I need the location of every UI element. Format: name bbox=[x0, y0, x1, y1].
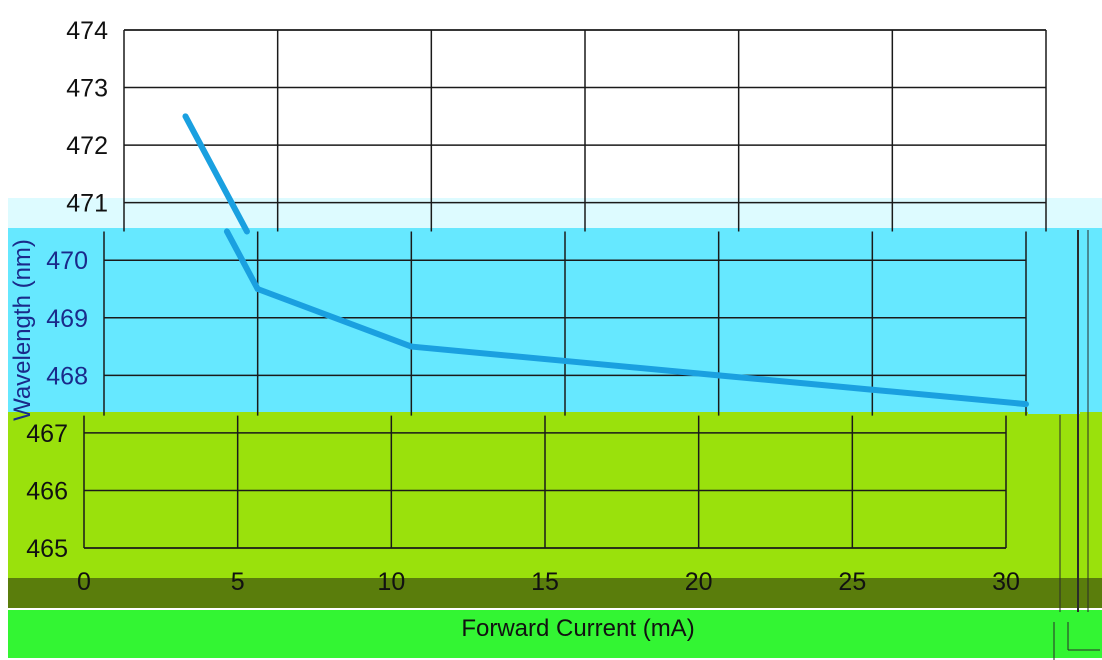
x-tick-label: 15 bbox=[531, 568, 559, 596]
series-line-segment bbox=[562, 357, 722, 379]
y-tick-label: 468 bbox=[46, 362, 88, 390]
y-tick-label: 473 bbox=[66, 75, 108, 103]
background-bands bbox=[8, 198, 1102, 660]
band-green bbox=[8, 610, 1102, 658]
band-right-cyan bbox=[1028, 228, 1080, 414]
x-tick-label: 5 bbox=[231, 568, 245, 596]
x-axis-label: Forward Current (mA) bbox=[461, 615, 694, 642]
series-line-segment bbox=[223, 228, 261, 292]
x-tick-label: 0 bbox=[77, 568, 91, 596]
band-cyan bbox=[8, 228, 1102, 414]
series-layer bbox=[182, 113, 1029, 408]
y-tick-label: 471 bbox=[66, 190, 108, 218]
x-tick-label: 10 bbox=[377, 568, 405, 596]
y-tick-label: 467 bbox=[26, 420, 68, 448]
y-tick-label: 465 bbox=[26, 535, 68, 563]
y-tick-label: 472 bbox=[66, 132, 108, 160]
band-lime bbox=[8, 412, 1102, 578]
series-line-segment bbox=[254, 286, 415, 350]
series-line-segment bbox=[182, 113, 250, 235]
y-tick-label: 474 bbox=[66, 17, 108, 45]
tick-labels: 465 466 467 468 469 470 471 472 473 474 0 5 10 15 20 25… bbox=[26, 17, 1020, 596]
series-line-segment bbox=[408, 343, 568, 364]
y-axis-label: Wavelength (nm) bbox=[9, 239, 36, 421]
x-tick-label: 30 bbox=[992, 568, 1020, 596]
plot-area bbox=[83, 29, 1047, 549]
band-olive bbox=[8, 578, 1102, 608]
y-tick-label: 466 bbox=[26, 477, 68, 505]
series-line-segment bbox=[715, 372, 876, 393]
x-tick-label: 25 bbox=[838, 568, 866, 596]
x-tick-label: 20 bbox=[685, 568, 713, 596]
y-tick-label: 470 bbox=[46, 247, 88, 275]
series-line-segment bbox=[869, 386, 1029, 408]
y-tick-label: 469 bbox=[46, 305, 88, 333]
